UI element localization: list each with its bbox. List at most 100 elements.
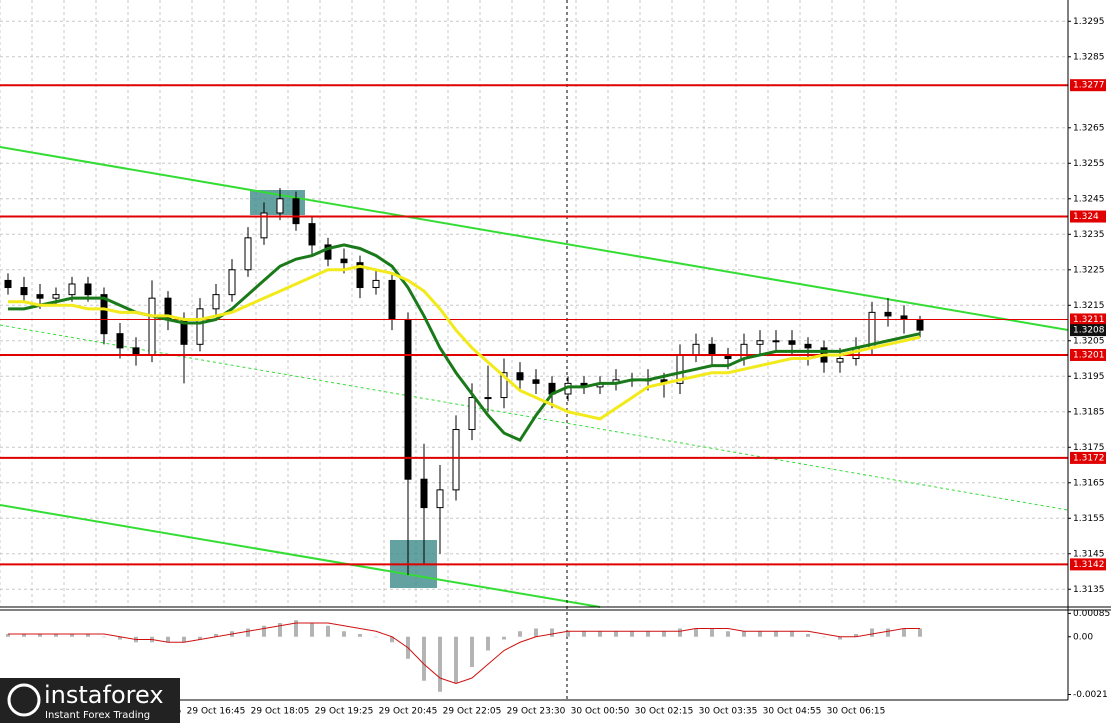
macd-bar (38, 634, 42, 637)
y-tick-label: 1.3235 (1073, 230, 1105, 240)
macd-bar (806, 634, 810, 637)
candle-body (340, 258, 348, 264)
trend-line (0, 504, 601, 608)
line-series (8, 243, 921, 443)
candle-body (196, 308, 204, 345)
candle-body (836, 358, 844, 363)
candle-body (884, 311, 892, 317)
macd-bar (614, 631, 618, 637)
level-label-bg (1070, 313, 1106, 326)
macd-bar (582, 631, 586, 637)
candle-body (900, 315, 908, 320)
y-tick-label: 1.3295 (1073, 17, 1105, 27)
level-label-bg (1070, 558, 1106, 571)
macd-bar (918, 628, 922, 637)
macd-bar (390, 636, 394, 643)
level-label-bg (1070, 348, 1106, 361)
candle-body (260, 212, 268, 239)
logo-icon (7, 683, 41, 717)
candle-body (308, 223, 316, 246)
macd-bar (502, 636, 506, 640)
y-tick-label: 1.3285 (1073, 52, 1105, 62)
macd-bar (310, 623, 314, 637)
x-tick-label: 29 Oct 19:25 (315, 707, 374, 717)
macd-bar (774, 631, 778, 637)
candle-body (244, 237, 252, 271)
macd-bar (646, 631, 650, 637)
x-tick-label: 29 Oct 18:05 (251, 707, 310, 717)
candle-body (532, 379, 540, 384)
candle-body (772, 340, 780, 343)
candle-body (788, 340, 796, 345)
candle-body (756, 340, 764, 345)
macd-bar (566, 631, 570, 637)
macd-bar (166, 636, 170, 643)
macd-bar (246, 628, 250, 637)
y-tick-label: 1.3145 (1073, 549, 1105, 559)
last-price-bg (1070, 324, 1106, 337)
level-label-bg (1070, 451, 1106, 464)
line-series (8, 264, 921, 421)
macd-bar (758, 631, 762, 637)
macd-bar (902, 628, 906, 637)
y-tick-label: 0.00085 (1073, 609, 1110, 619)
candle-body (468, 397, 476, 431)
x-tick-label: 29 Oct 16:45 (187, 707, 246, 717)
x-tick-label: 30 Oct 04:55 (763, 707, 822, 717)
y-tick-label: -0.0021 (1073, 690, 1108, 700)
macd-bar (598, 631, 602, 637)
candle-body (52, 294, 60, 299)
macd-bar (630, 631, 634, 637)
candle-body (276, 198, 284, 214)
y-tick-label: 1.3135 (1073, 585, 1105, 595)
candle-body (228, 269, 236, 296)
logo-tagline: Instant Forex Trading (45, 710, 150, 721)
candle-body (372, 279, 380, 289)
y-tick-label: 1.3165 (1073, 478, 1105, 488)
macd-bar (342, 631, 346, 637)
candle-body (404, 318, 412, 480)
macd-bar (726, 631, 730, 637)
macd-bar (374, 636, 378, 638)
grid (0, 0, 1068, 607)
y-tick-label: 1.3175 (1073, 443, 1105, 453)
candle-body (804, 343, 812, 349)
candle-body (916, 318, 924, 331)
candle-body (484, 397, 492, 400)
y-tick-label: 1.3185 (1073, 407, 1105, 417)
candle-body (36, 294, 44, 299)
macd-bar (86, 634, 90, 637)
macd-bar (454, 636, 458, 684)
macd-bar (422, 636, 426, 681)
candle-body (84, 283, 92, 296)
y-tick-label: 0.00 (1073, 632, 1093, 642)
macd-bar (550, 628, 554, 637)
candle-body (68, 283, 76, 296)
macd-bar (54, 634, 58, 637)
candle-body (452, 429, 460, 491)
candle-body (692, 343, 700, 356)
x-tick-label: 29 Oct 23:30 (507, 707, 566, 717)
y-tick-label: 1.3265 (1073, 123, 1105, 133)
level-label: 1.324 (1073, 212, 1099, 222)
macd-bar (182, 636, 186, 643)
axes: 1.3295 1.3285 1.3265 1.3255 1.3245 1.3235 1.32… (123, 17, 1111, 717)
macd-bar (22, 634, 26, 637)
candle-body (388, 279, 396, 320)
x-tick-label: 30 Oct 03:35 (699, 707, 758, 717)
level-label: 1.3277 (1073, 81, 1105, 91)
level-label: 1.3142 (1073, 560, 1105, 570)
candle-body (20, 287, 28, 296)
y-tick-label: 1.3255 (1073, 159, 1105, 169)
candle-body (740, 343, 748, 360)
macd-bar (662, 631, 666, 637)
y-tick-label: 1.3195 (1073, 372, 1105, 382)
macd-bar (486, 636, 490, 651)
y-tick-label: 1.3225 (1073, 265, 1105, 275)
time-axis (0, 700, 1068, 723)
macd-bar (694, 628, 698, 637)
macd-bar (438, 636, 442, 692)
